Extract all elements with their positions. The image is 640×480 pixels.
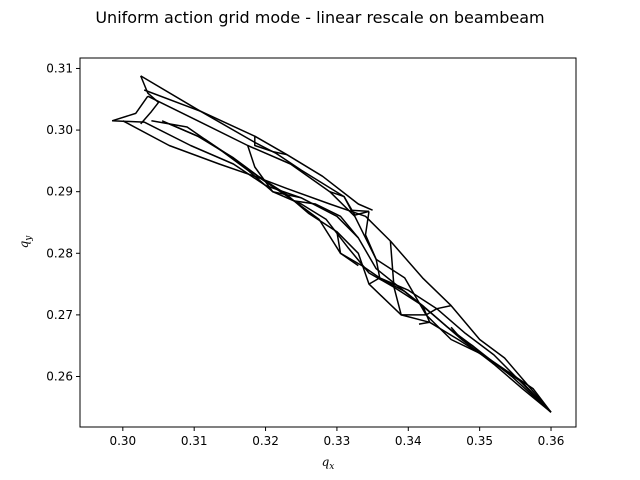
x-tick-label: 0.32: [252, 434, 279, 448]
series-line-7: [168, 123, 552, 413]
y-tick-label: 0.29: [46, 185, 73, 199]
x-tick-label: 0.33: [324, 434, 351, 448]
x-tick-label: 0.34: [395, 434, 422, 448]
y-tick-label: 0.27: [46, 308, 73, 322]
plot-frame: [79, 57, 577, 428]
y-tick-label: 0.30: [46, 123, 73, 137]
tick-layer: 0.30 0.31 0.32 0.33 0.34 0.35 0.36 0.26 0.27 0.28…: [46, 61, 564, 448]
series-line-11: [246, 145, 302, 199]
plot-area: [80, 58, 576, 427]
series-line-18: [450, 326, 495, 365]
y-axis-label-sub: y: [24, 235, 34, 242]
series-line-3: [122, 120, 552, 413]
series-line-17: [389, 240, 452, 316]
x-tick-label: 0.30: [109, 434, 136, 448]
series-line-14: [364, 211, 381, 285]
x-axis-label-sub: x: [329, 462, 334, 472]
series-line-15: [336, 231, 359, 267]
y-tick-label: 0.26: [46, 369, 73, 383]
chart-title: Uniform action grid mode - linear rescal…: [95, 8, 545, 27]
series-layer: [111, 75, 552, 413]
y-tick-label: 0.28: [46, 246, 73, 260]
y-tick-label: 0.31: [46, 61, 73, 75]
series-line-12: [293, 200, 359, 239]
series-line-8: [140, 75, 160, 125]
x-tick-label: 0.31: [181, 434, 208, 448]
x-tick-label: 0.35: [466, 434, 493, 448]
y-axis-label: qy: [17, 235, 34, 249]
series-line-13: [329, 190, 370, 213]
series-line-16: [379, 277, 431, 325]
x-tick-label: 0.36: [538, 434, 565, 448]
series-line-10: [254, 136, 288, 156]
x-axis-label: qx: [322, 455, 335, 472]
series-line-9: [111, 95, 149, 122]
